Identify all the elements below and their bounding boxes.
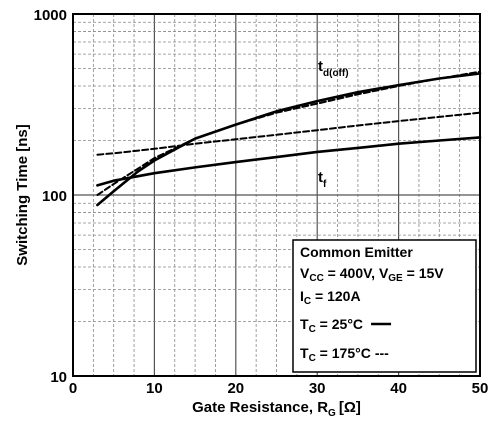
legend-subscript: C [309,324,316,335]
y-tick-label: 1000 [34,7,67,24]
x-tick-label: 0 [69,380,77,397]
legend-subscript: GE [388,273,403,284]
legend-line-3: IC = 120A [300,288,361,307]
x-tick-label: 30 [309,380,326,397]
legend-line-4: TC = 25°C [300,316,363,335]
legend-subscript: C [309,353,316,364]
curve-label-tf: tf [318,169,327,190]
curve-label-td-off-main: t [318,58,323,75]
x-tick-label: 20 [227,380,244,397]
legend-text-part: = 175°C [316,345,371,361]
legend-text-part: V [300,265,310,281]
legend-text-part: T [300,316,309,332]
series-line-tf-25 [96,136,482,187]
curve-label-td-off-sub: d(off) [323,68,349,79]
legend-subscript: CC [309,273,323,284]
legend-frame [292,239,477,373]
legend-swatch-dashed: --- [375,345,389,361]
x-axis-title: Gate Resistance, RG [Ω] [192,399,361,419]
plot-frame [72,13,481,377]
series-line-tf-175 [96,111,481,156]
x-axis-title-sub: G [328,408,336,419]
curve-label-tf-sub: f [323,179,327,190]
legend-subscript: C [304,296,311,307]
curve-label-tf-main: t [318,169,323,186]
x-axis-title-unit: [Ω] [339,399,361,416]
legend-line-1: Common Emitter [300,244,413,260]
series-line-tdoff-175 [96,70,481,196]
curve-label-td-off: td(off) [318,58,349,79]
x-axis-title-main: Gate Resistance, R [192,399,328,416]
legend-line-5: TC = 175°C [300,345,371,364]
series-lines [96,70,482,207]
legend-text-part: = 120A [311,288,360,304]
x-tick-label: 40 [390,380,407,397]
x-tick-label: 10 [146,380,163,397]
legend-text-part: T [300,345,309,361]
legend-text-part: = 400V, V [324,265,389,281]
legend-text-part: = 15V [403,265,445,281]
legend-text-part: I [300,288,304,304]
y-tick-label: 100 [42,188,67,205]
x-tick-label: 50 [472,380,489,397]
y-axis-title: Switching Time [ns] [14,124,31,265]
y-tick-label: 10 [50,369,67,386]
legend-text-part: = 25°C [316,316,363,332]
legend-line-2: VCC = 400V, VGE = 15V [300,265,444,284]
